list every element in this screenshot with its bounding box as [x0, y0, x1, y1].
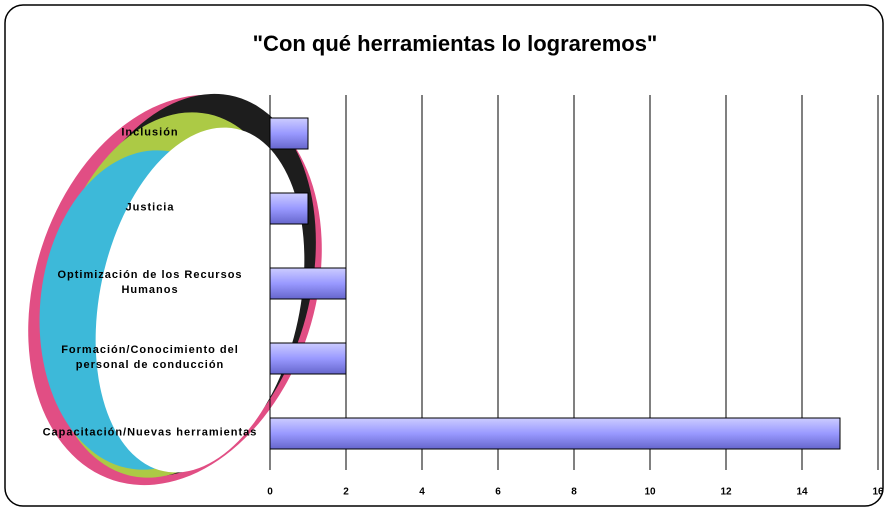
bar: [269, 192, 309, 225]
x-tick-label: 10: [644, 487, 656, 498]
y-tick-label: Inclusión: [121, 126, 179, 139]
x-tick-label: 0: [267, 487, 273, 498]
x-tick-label: 14: [796, 487, 808, 498]
y-tick-label: Formación/Conocimiento del personal de c…: [61, 344, 239, 371]
x-tick-label: 4: [419, 487, 425, 498]
x-tick-label: 2: [343, 487, 349, 498]
x-tick-label: 16: [872, 487, 884, 498]
y-tick-label: Capacitación/Nuevas herramientas: [42, 426, 258, 439]
bar: [269, 267, 347, 300]
x-tick-label: 8: [571, 487, 577, 498]
bar: [269, 417, 841, 450]
decoration: [28, 93, 322, 486]
chart-title: "Con qué herramientas lo lograremos": [253, 31, 658, 56]
bar: [269, 342, 347, 375]
bar: [269, 117, 309, 150]
x-tick-label: 12: [720, 487, 732, 498]
x-tick-label: 6: [495, 487, 501, 498]
y-tick-label: Justicia: [125, 201, 175, 214]
y-tick-label: Optimización de los Recursos Humanos: [57, 269, 243, 296]
